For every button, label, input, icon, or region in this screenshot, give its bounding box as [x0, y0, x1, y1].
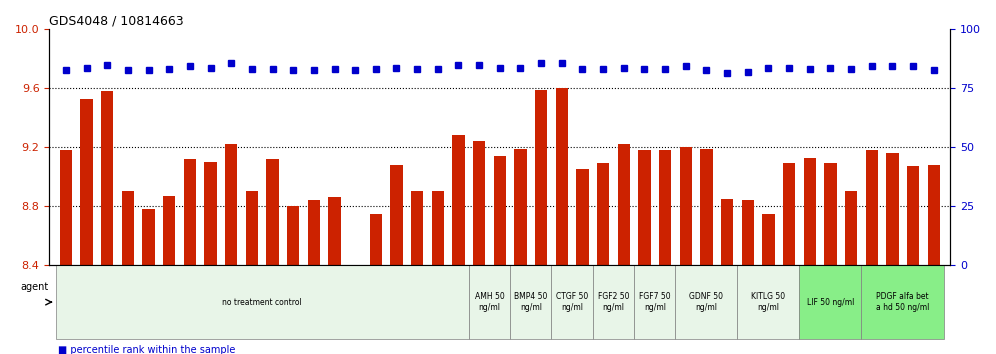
FancyBboxPatch shape [800, 265, 862, 339]
FancyBboxPatch shape [469, 265, 510, 339]
Text: GDNF 50
ng/ml: GDNF 50 ng/ml [689, 292, 723, 312]
Bar [742, 200, 754, 265]
Bar [514, 149, 527, 265]
FancyBboxPatch shape [862, 265, 944, 339]
Bar [783, 164, 795, 265]
Text: ■ percentile rank within the sample: ■ percentile rank within the sample [59, 346, 236, 354]
Bar [535, 90, 548, 265]
Text: ■ transformed count: ■ transformed count [59, 317, 161, 327]
Bar [411, 192, 423, 265]
Text: CTGF 50
ng/ml: CTGF 50 ng/ml [556, 292, 589, 312]
Bar [122, 192, 134, 265]
Bar [597, 164, 610, 265]
FancyBboxPatch shape [675, 265, 737, 339]
Bar [308, 200, 320, 265]
Bar [329, 198, 341, 265]
Bar [577, 169, 589, 265]
Bar [762, 213, 775, 265]
Text: agent: agent [20, 282, 49, 292]
Bar [60, 150, 72, 265]
Bar [225, 144, 237, 265]
Bar [866, 150, 877, 265]
Bar [927, 165, 940, 265]
Text: AMH 50
ng/ml: AMH 50 ng/ml [475, 292, 504, 312]
Bar [266, 159, 279, 265]
Bar [556, 88, 568, 265]
Bar [679, 147, 692, 265]
Bar [370, 213, 382, 265]
Bar [431, 192, 444, 265]
Bar [390, 165, 402, 265]
Text: LIF 50 ng/ml: LIF 50 ng/ml [807, 298, 855, 307]
Text: PDGF alfa bet
a hd 50 ng/ml: PDGF alfa bet a hd 50 ng/ml [876, 292, 929, 312]
Text: BMP4 50
ng/ml: BMP4 50 ng/ml [514, 292, 548, 312]
Bar [101, 91, 114, 265]
Text: KITLG 50
ng/ml: KITLG 50 ng/ml [751, 292, 786, 312]
Bar [638, 150, 650, 265]
Text: no treatment control: no treatment control [222, 298, 302, 307]
Text: FGF7 50
ng/ml: FGF7 50 ng/ml [639, 292, 670, 312]
Bar [845, 192, 858, 265]
Bar [81, 98, 93, 265]
Bar [473, 141, 485, 265]
Bar [163, 196, 175, 265]
Bar [494, 156, 506, 265]
Text: FGF2 50
ng/ml: FGF2 50 ng/ml [598, 292, 629, 312]
Bar [452, 135, 465, 265]
Bar [721, 199, 733, 265]
FancyBboxPatch shape [737, 265, 800, 339]
Bar [183, 159, 196, 265]
FancyBboxPatch shape [510, 265, 552, 339]
Bar [246, 192, 258, 265]
Bar [804, 158, 816, 265]
Bar [700, 149, 713, 265]
FancyBboxPatch shape [634, 265, 675, 339]
Bar [886, 153, 898, 265]
FancyBboxPatch shape [593, 265, 634, 339]
Bar [287, 206, 300, 265]
Bar [204, 162, 217, 265]
Bar [907, 166, 919, 265]
Bar [142, 209, 154, 265]
FancyBboxPatch shape [56, 265, 469, 339]
FancyBboxPatch shape [552, 265, 593, 339]
Text: GDS4048 / 10814663: GDS4048 / 10814663 [50, 15, 184, 28]
Bar [618, 144, 630, 265]
Bar [659, 150, 671, 265]
Bar [825, 164, 837, 265]
